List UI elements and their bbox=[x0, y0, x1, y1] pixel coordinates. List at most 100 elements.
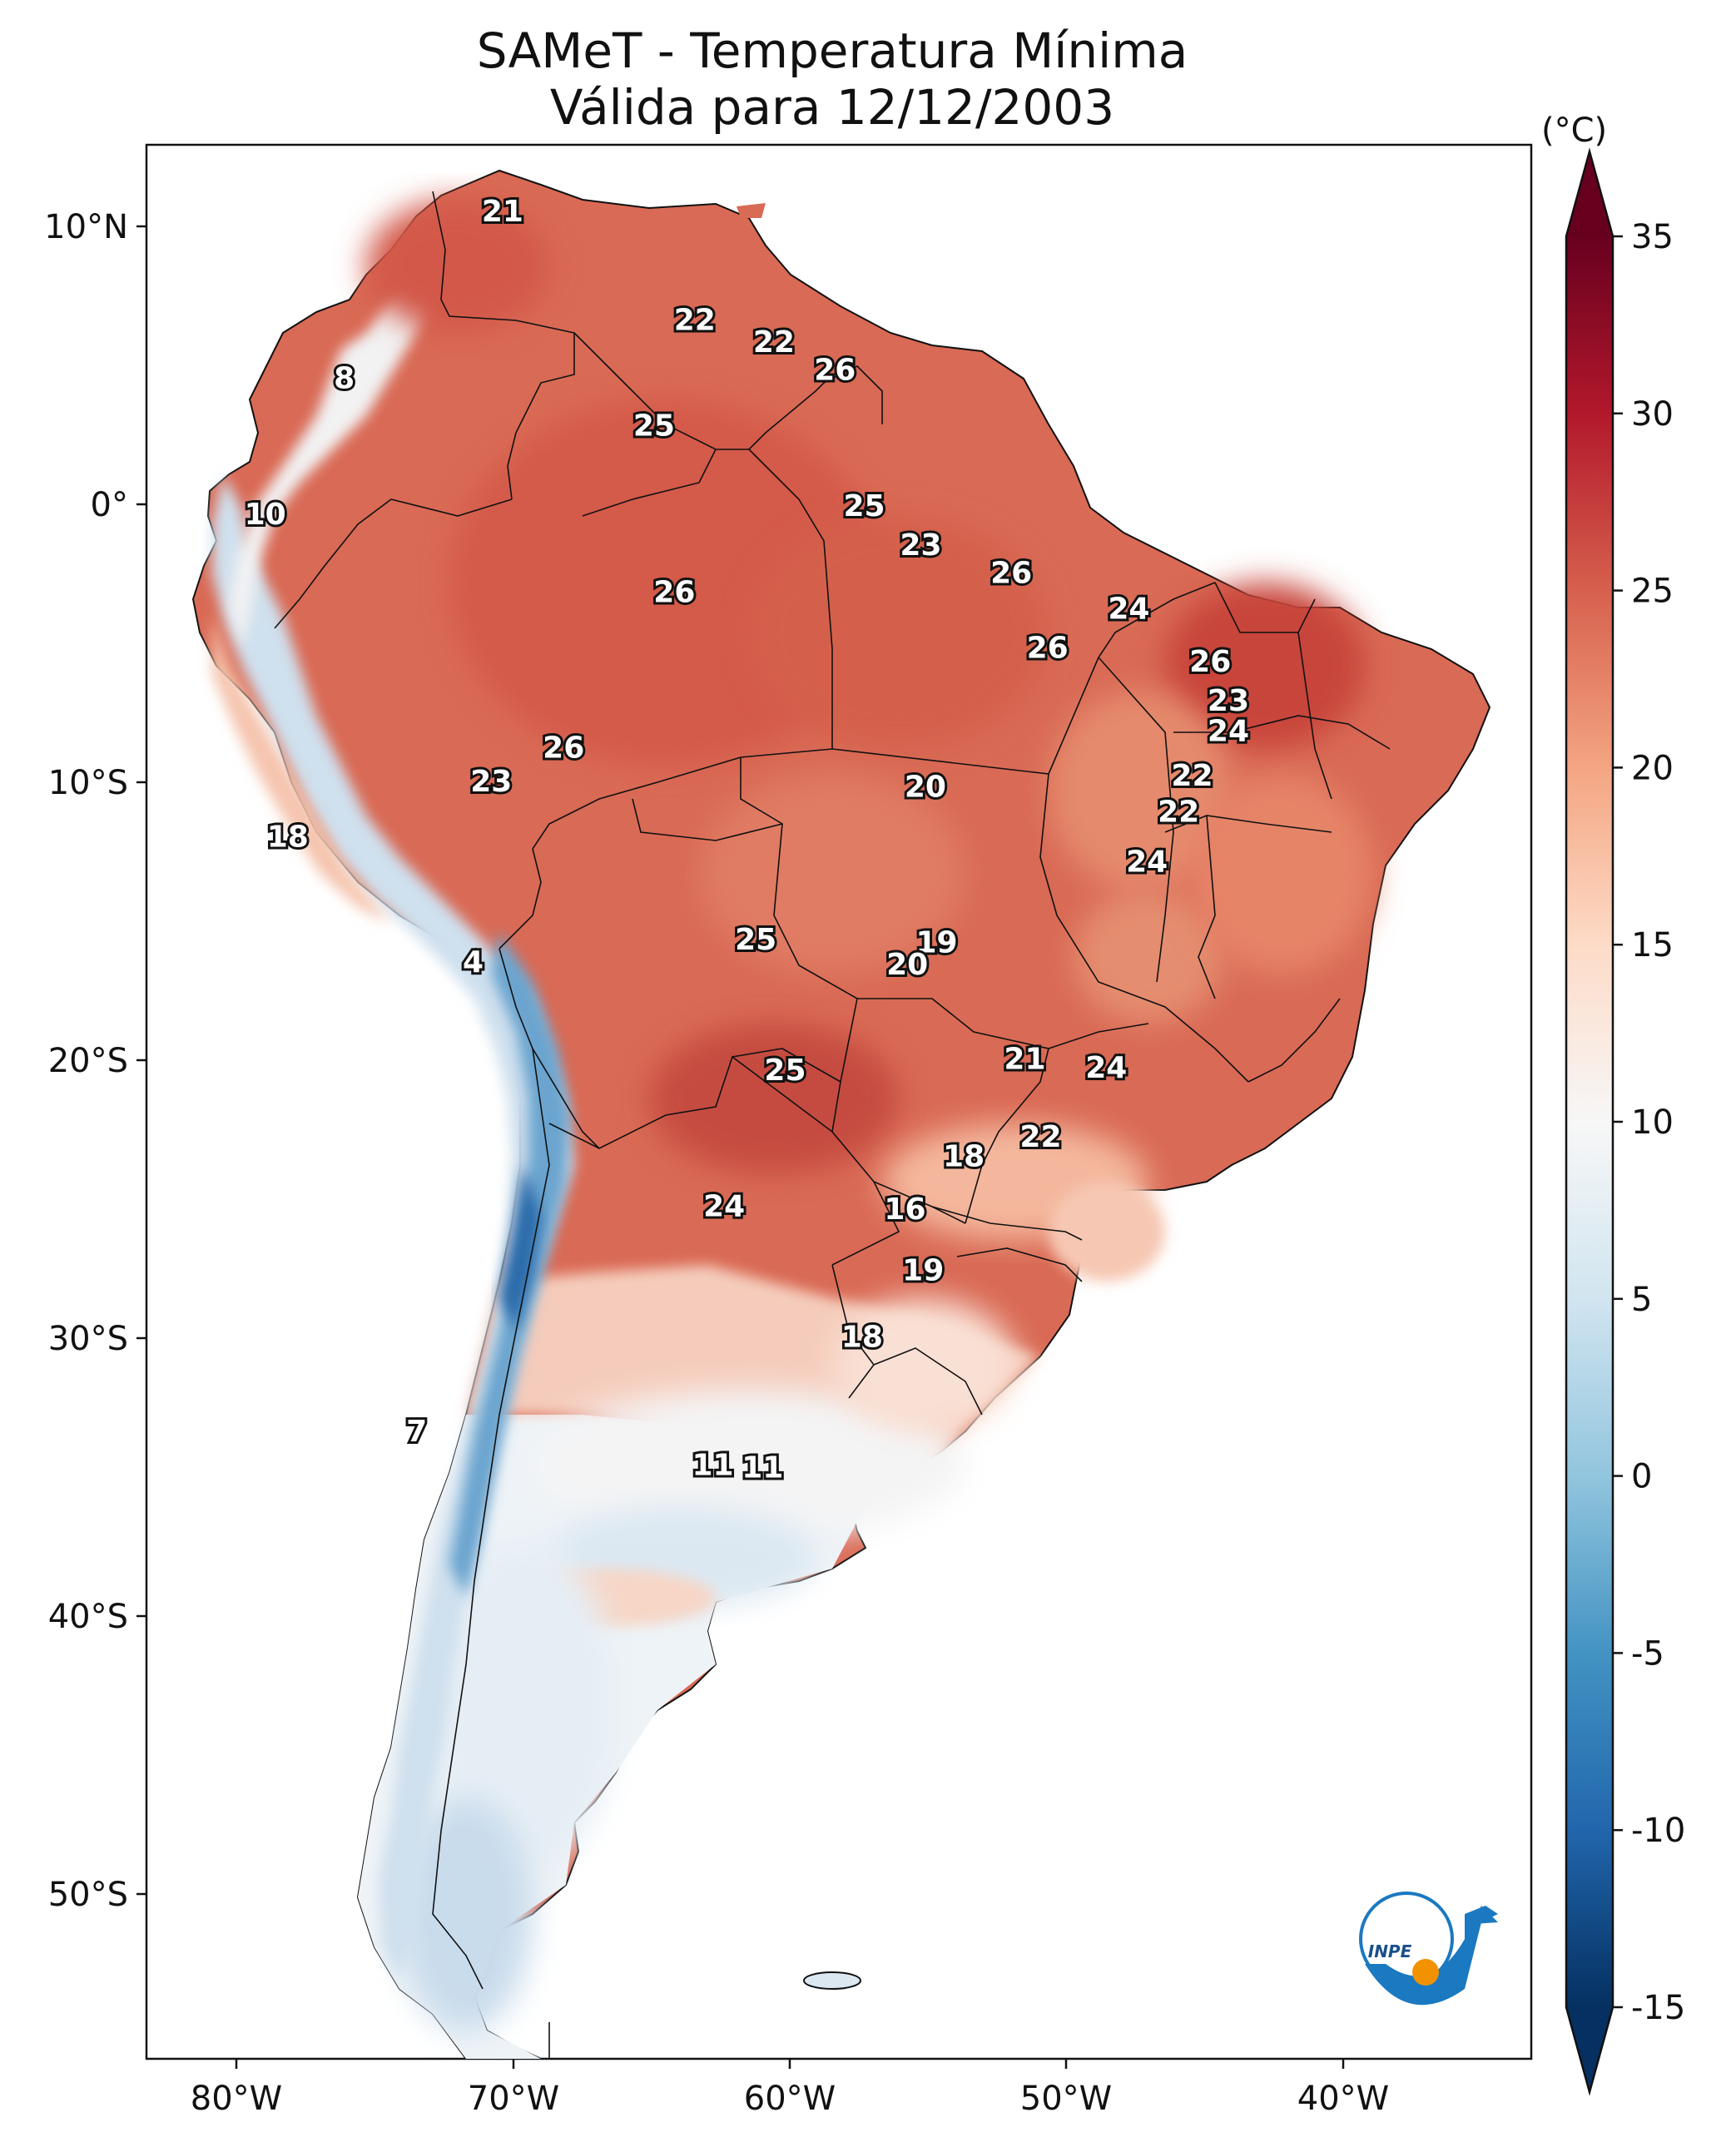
station-value-label: 10 bbox=[245, 498, 286, 532]
logo-text: INPE bbox=[1368, 1941, 1412, 1961]
station-value-label: 26 bbox=[653, 576, 695, 610]
map-title: SAMeT - Temperatura Mínima bbox=[476, 22, 1188, 79]
station-value-label: 24 bbox=[1108, 593, 1149, 627]
lon-tick-label: 70°W bbox=[468, 2080, 559, 2118]
station-value-label: 16 bbox=[884, 1193, 925, 1227]
patagonia-west bbox=[433, 1540, 616, 1872]
colorbar-tick-label: 15 bbox=[1631, 926, 1674, 964]
lat-tick-label: 30°S bbox=[48, 1320, 128, 1358]
station-value-label: 18 bbox=[841, 1321, 883, 1355]
northern-andes-cool bbox=[229, 283, 433, 649]
bahia-mild bbox=[1190, 774, 1373, 974]
colorbar-tick-label: 35 bbox=[1631, 218, 1674, 256]
station-value-label: 25 bbox=[844, 489, 885, 523]
colorbar-ticks: 35 30 25 20 15 10 5 0 -5 -10 -15 bbox=[1613, 218, 1685, 2027]
station-value-label: 11 bbox=[692, 1448, 733, 1482]
station-value-label: 24 bbox=[703, 1190, 745, 1224]
station-value-label: 18 bbox=[267, 821, 309, 855]
northeast-warm bbox=[1165, 583, 1365, 749]
colorbar-unit: (°C) bbox=[1541, 112, 1607, 150]
goias-mild bbox=[1074, 890, 1223, 1024]
lat-tick-label: 10°N bbox=[44, 208, 128, 246]
station-value-label: 19 bbox=[915, 925, 957, 959]
political-borders bbox=[274, 191, 1391, 2059]
colombia-warm bbox=[366, 200, 549, 333]
lat-tick-label: 0° bbox=[91, 486, 128, 524]
station-value-label: 24 bbox=[1085, 1051, 1127, 1085]
lat-tick-label: 20°S bbox=[48, 1042, 128, 1080]
station-value-label: 11 bbox=[742, 1451, 783, 1485]
colorbar-gradient bbox=[1566, 236, 1613, 2007]
station-value-label: 8 bbox=[334, 362, 355, 396]
station-value-label: 23 bbox=[900, 528, 941, 563]
station-value-label: 22 bbox=[753, 325, 795, 359]
longitude-axis: 80°W 70°W 60°W 50°W 40°W bbox=[191, 2059, 1389, 2118]
colorbar-tick-label: -5 bbox=[1631, 1634, 1664, 1673]
station-value-label: 24 bbox=[1208, 715, 1249, 749]
inpe-logo: INPE bbox=[1359, 1892, 1498, 2006]
colorbar-tick-label: -15 bbox=[1631, 1989, 1685, 2027]
lat-tick-label: 40°S bbox=[48, 1598, 128, 1636]
mato-grosso bbox=[699, 774, 965, 974]
latitude-axis: 10°N 0° 10°S 20°S 30°S 40°S 50°S bbox=[44, 208, 146, 1914]
lon-tick-label: 60°W bbox=[744, 2080, 836, 2118]
station-value-label: 20 bbox=[905, 770, 946, 804]
santa-catarina bbox=[1049, 1182, 1165, 1282]
station-value-label: 26 bbox=[814, 354, 856, 388]
colorbar-tick-label: -10 bbox=[1631, 1812, 1685, 1850]
lon-tick-label: 40°W bbox=[1297, 2080, 1389, 2118]
station-value-label: 21 bbox=[482, 195, 523, 229]
buenos-aires-region bbox=[533, 1390, 965, 1540]
station-value-label: 26 bbox=[990, 556, 1032, 590]
station-value-label: 18 bbox=[943, 1140, 985, 1174]
colorbar-tick-label: 20 bbox=[1631, 749, 1674, 787]
station-value-label: 7 bbox=[406, 1415, 427, 1449]
station-value-label: 22 bbox=[1158, 796, 1199, 830]
colorbar-tick-label: 0 bbox=[1631, 1458, 1652, 1496]
station-value-label: 25 bbox=[764, 1054, 806, 1088]
station-value-label: 22 bbox=[1019, 1120, 1061, 1154]
station-value-label: 25 bbox=[633, 409, 675, 443]
station-value-label: 23 bbox=[470, 765, 512, 799]
station-value-label: 4 bbox=[463, 945, 484, 979]
station-value-label: 26 bbox=[1027, 631, 1069, 665]
colorbar: (°C) 35 30 25 20 15 10 5 0 -5 -10 -15 bbox=[1541, 112, 1685, 2096]
colorbar-tick-label: 25 bbox=[1631, 573, 1674, 611]
logo-arrow bbox=[1473, 1906, 1498, 1924]
map-subtitle: Válida para 12/12/2003 bbox=[549, 79, 1115, 136]
lon-tick-label: 50°W bbox=[1020, 2080, 1112, 2118]
station-value-label: 23 bbox=[1208, 684, 1249, 718]
colorbar-extend-max bbox=[1566, 151, 1613, 236]
colorbar-extend-min bbox=[1566, 2007, 1613, 2092]
station-value-label: 24 bbox=[1126, 845, 1168, 880]
para-warm bbox=[749, 516, 1049, 749]
station-value-label: 22 bbox=[1171, 759, 1213, 793]
chaco-warm bbox=[649, 1024, 899, 1173]
tocantins-mild bbox=[1049, 691, 1232, 890]
station-value-label: 22 bbox=[674, 303, 716, 337]
station-value-label: 26 bbox=[543, 731, 584, 766]
station-value-label: 20 bbox=[886, 948, 928, 982]
logo-swoosh bbox=[1365, 1906, 1498, 2006]
station-value-label: 25 bbox=[735, 923, 776, 957]
station-value-label: 21 bbox=[1004, 1043, 1045, 1077]
andes-cold-band bbox=[212, 474, 574, 1981]
lon-tick-label: 80°W bbox=[191, 2080, 282, 2118]
uruguay-cool bbox=[832, 1298, 1015, 1431]
colorbar-tick-label: 10 bbox=[1631, 1103, 1674, 1142]
southern-andes bbox=[399, 1797, 533, 2031]
station-value-label: 19 bbox=[902, 1254, 944, 1288]
lat-tick-label: 50°S bbox=[48, 1876, 128, 1914]
falkland-islands bbox=[803, 1971, 861, 1990]
logo-dot bbox=[1412, 1959, 1439, 1986]
lat-tick-label: 10°S bbox=[48, 764, 128, 802]
colorbar-tick-label: 5 bbox=[1631, 1281, 1652, 1319]
colorbar-tick-label: 30 bbox=[1631, 395, 1674, 434]
station-value-label: 26 bbox=[1189, 645, 1231, 679]
caribbean-island bbox=[737, 203, 766, 218]
andes-coldest bbox=[499, 1165, 541, 1331]
